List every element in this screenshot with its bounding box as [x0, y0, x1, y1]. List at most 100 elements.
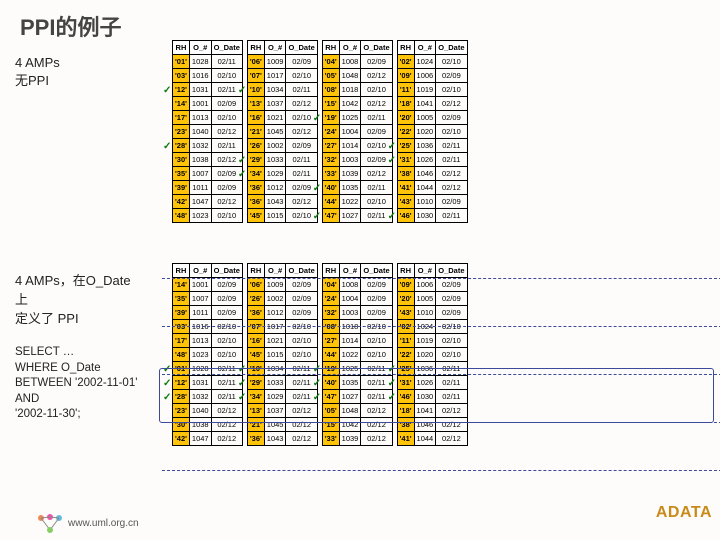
odate-cell: 02/12 — [211, 125, 242, 139]
onum-cell: 1012 — [264, 181, 286, 195]
table-row: '22'102002/10 — [397, 348, 467, 362]
odate-cell: 02/10 — [361, 348, 392, 362]
col-O_Date: O_Date — [436, 41, 467, 55]
odate-cell: 02/09 — [361, 278, 392, 292]
col-O_Date: O_Date — [436, 264, 467, 278]
odate-cell: 02/12 — [436, 181, 467, 195]
odate-cell: 02/10 — [211, 348, 242, 362]
odate-cell: 02/09 — [436, 195, 467, 209]
table-row: '04'100802/09 — [322, 55, 392, 69]
odate-cell: 02/12 — [361, 432, 392, 446]
onum-cell: 1022 — [339, 195, 361, 209]
rh-cell: '19'✓ — [322, 111, 339, 125]
table-row: '13'103702/12 — [247, 97, 317, 111]
onum-cell: 1035 — [339, 181, 361, 195]
people-icon — [35, 512, 65, 534]
col-RH: RH — [322, 264, 339, 278]
rh-cell: '16' — [247, 334, 264, 348]
onum-cell: 1023 — [189, 209, 211, 223]
table-row: '15'104202/12 — [322, 97, 392, 111]
top-amp-0: RHO_#O_Date'01'102802/11'03'101602/10'12… — [172, 40, 243, 223]
odate-cell: 02/11 — [286, 83, 317, 97]
col-O_Date: O_Date — [211, 41, 242, 55]
rh-cell: '05' — [322, 69, 339, 83]
col-O_#: O_# — [339, 41, 361, 55]
onum-cell: 1020 — [414, 348, 436, 362]
onum-cell: 1013 — [189, 334, 211, 348]
odate-cell: 02/12 — [211, 195, 242, 209]
rh-cell: '46'✓ — [397, 209, 414, 223]
odate-cell: 02/10 — [436, 83, 467, 97]
table-row: '38'104602/12 — [397, 167, 467, 181]
onum-cell: 1005 — [414, 292, 436, 306]
check-icon: ✓ — [238, 85, 246, 96]
rh-cell: '16' — [247, 111, 264, 125]
onum-cell: 1043 — [264, 432, 286, 446]
table-row: '22'102002/10 — [397, 125, 467, 139]
table-row: '43'101002/09 — [397, 195, 467, 209]
odate-cell: 02/10 — [436, 55, 467, 69]
onum-cell: 1003 — [339, 153, 361, 167]
col-O_Date: O_Date — [286, 264, 317, 278]
label-no-ppi: 4 AMPs 无PPI — [15, 55, 135, 89]
table-row: '20'100502/09 — [397, 111, 467, 125]
rh-cell: '20' — [397, 292, 414, 306]
rh-cell: '31'✓ — [397, 153, 414, 167]
check-icon: ✓ — [238, 169, 246, 180]
rh-cell: '47'✓ — [322, 209, 339, 223]
rh-cell: '41' — [397, 432, 414, 446]
table-row: '44'102202/10 — [322, 348, 392, 362]
table-row: '30'103802/12 — [173, 153, 243, 167]
table-row: '34'✓102902/11 — [247, 167, 317, 181]
onum-cell: 1029 — [264, 167, 286, 181]
page-title: PPI的例子 — [20, 10, 121, 42]
odate-cell: 02/10 — [361, 334, 392, 348]
rh-cell: '36' — [247, 195, 264, 209]
table-row: '01'102802/11 — [173, 55, 243, 69]
onum-cell: 1011 — [189, 181, 211, 195]
table-row: '14'100102/09 — [173, 97, 243, 111]
rh-cell: '29'✓ — [247, 153, 264, 167]
check-icon: ✓ — [163, 85, 171, 96]
table-row: '18'104102/12 — [397, 97, 467, 111]
onum-cell: 1008 — [339, 278, 361, 292]
odate-cell: 02/11 — [211, 55, 242, 69]
rh-cell: '39' — [173, 181, 190, 195]
table-row: '21'104502/12 — [247, 125, 317, 139]
col-RH: RH — [322, 41, 339, 55]
onum-cell: 1021 — [264, 111, 286, 125]
odate-cell: 02/12 — [361, 97, 392, 111]
rh-cell: '48' — [173, 209, 190, 223]
rh-cell: '24' — [322, 125, 339, 139]
odate-cell: 02/09 — [286, 278, 317, 292]
onum-cell: 1047 — [189, 195, 211, 209]
sql-l1: SELECT … — [15, 345, 137, 361]
odate-cell: 02/12 — [211, 432, 242, 446]
col-RH: RH — [397, 41, 414, 55]
onum-cell: 1021 — [264, 334, 286, 348]
rh-cell: '41' — [397, 181, 414, 195]
label-with-ppi-l2: 定义了 PPI — [15, 308, 135, 327]
rh-cell: '25'✓ — [397, 139, 414, 153]
rh-cell: '11' — [397, 83, 414, 97]
rh-cell: '40'✓ — [322, 181, 339, 195]
table-row: '08'101802/10 — [322, 83, 392, 97]
onum-cell: 1042 — [339, 97, 361, 111]
table-row: '35'100702/09 — [173, 292, 243, 306]
onum-cell: 1030 — [414, 209, 436, 223]
onum-cell: 1039 — [339, 432, 361, 446]
onum-cell: 1011 — [189, 306, 211, 320]
table-row: '32'100302/09 — [322, 306, 392, 320]
odate-cell: 02/11 — [436, 153, 467, 167]
sql-l3: BETWEEN '2002-11-01' — [15, 376, 137, 392]
table-row: '33'103902/12 — [322, 167, 392, 181]
table-row: '23'104002/12 — [173, 125, 243, 139]
rh-cell: '34'✓ — [247, 167, 264, 181]
table-row: '09'100602/09 — [397, 278, 467, 292]
table-row: '45'101502/10 — [247, 209, 317, 223]
table-row: '10'✓103402/11 — [247, 83, 317, 97]
odate-cell: 02/09 — [361, 292, 392, 306]
table-row: '16'102102/10 — [247, 334, 317, 348]
odate-cell: 02/09 — [211, 306, 242, 320]
odate-cell: 02/10 — [211, 209, 242, 223]
